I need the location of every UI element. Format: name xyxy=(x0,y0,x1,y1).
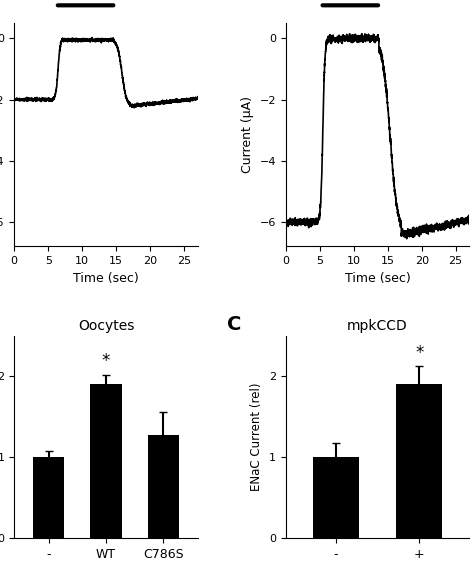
Bar xyxy=(90,384,122,538)
Bar xyxy=(396,384,442,538)
Text: *: * xyxy=(415,343,423,362)
Title: Oocytes: Oocytes xyxy=(78,319,134,333)
Y-axis label: ENaC Current (rel): ENaC Current (rel) xyxy=(250,383,264,492)
Text: C: C xyxy=(227,316,241,335)
Title: mpkCCD: mpkCCD xyxy=(347,319,408,333)
Bar xyxy=(147,435,179,538)
Bar xyxy=(33,457,64,538)
X-axis label: Time (sec): Time (sec) xyxy=(73,272,139,284)
Text: *: * xyxy=(102,351,110,370)
Y-axis label: Current (μA): Current (μA) xyxy=(241,96,254,173)
Bar xyxy=(313,457,359,538)
X-axis label: Time (sec): Time (sec) xyxy=(345,272,410,284)
